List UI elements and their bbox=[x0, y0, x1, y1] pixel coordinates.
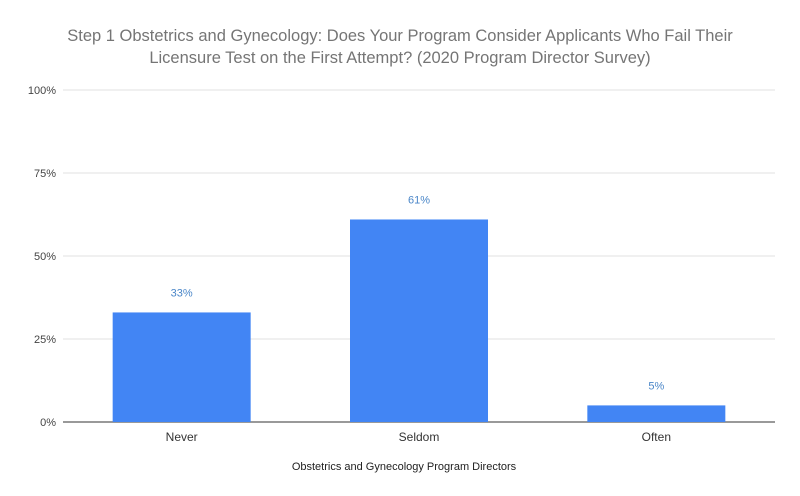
y-tick-label: 50% bbox=[34, 251, 56, 263]
data-label: 5% bbox=[648, 380, 664, 392]
y-tick-label: 25% bbox=[34, 334, 56, 346]
chart-title-line-2: Licensure Test on the First Attempt? (20… bbox=[149, 49, 651, 67]
bar-seldom bbox=[350, 219, 488, 422]
x-tick-label: Never bbox=[166, 430, 198, 444]
x-tick-label: Seldom bbox=[399, 430, 440, 444]
y-tick-label: 100% bbox=[28, 85, 56, 97]
bar-often bbox=[587, 405, 726, 422]
y-tick-label: 0% bbox=[40, 417, 56, 429]
chart-title-line-1: Step 1 Obstetrics and Gynecology: Does Y… bbox=[67, 27, 733, 45]
x-tick-label: Often bbox=[642, 430, 671, 444]
y-tick-label: 75% bbox=[34, 168, 56, 180]
x-axis-label: Obstetrics and Gynecology Program Direct… bbox=[292, 461, 517, 473]
data-label: 33% bbox=[171, 287, 193, 299]
data-label: 61% bbox=[408, 194, 430, 206]
bar-never bbox=[112, 312, 251, 422]
